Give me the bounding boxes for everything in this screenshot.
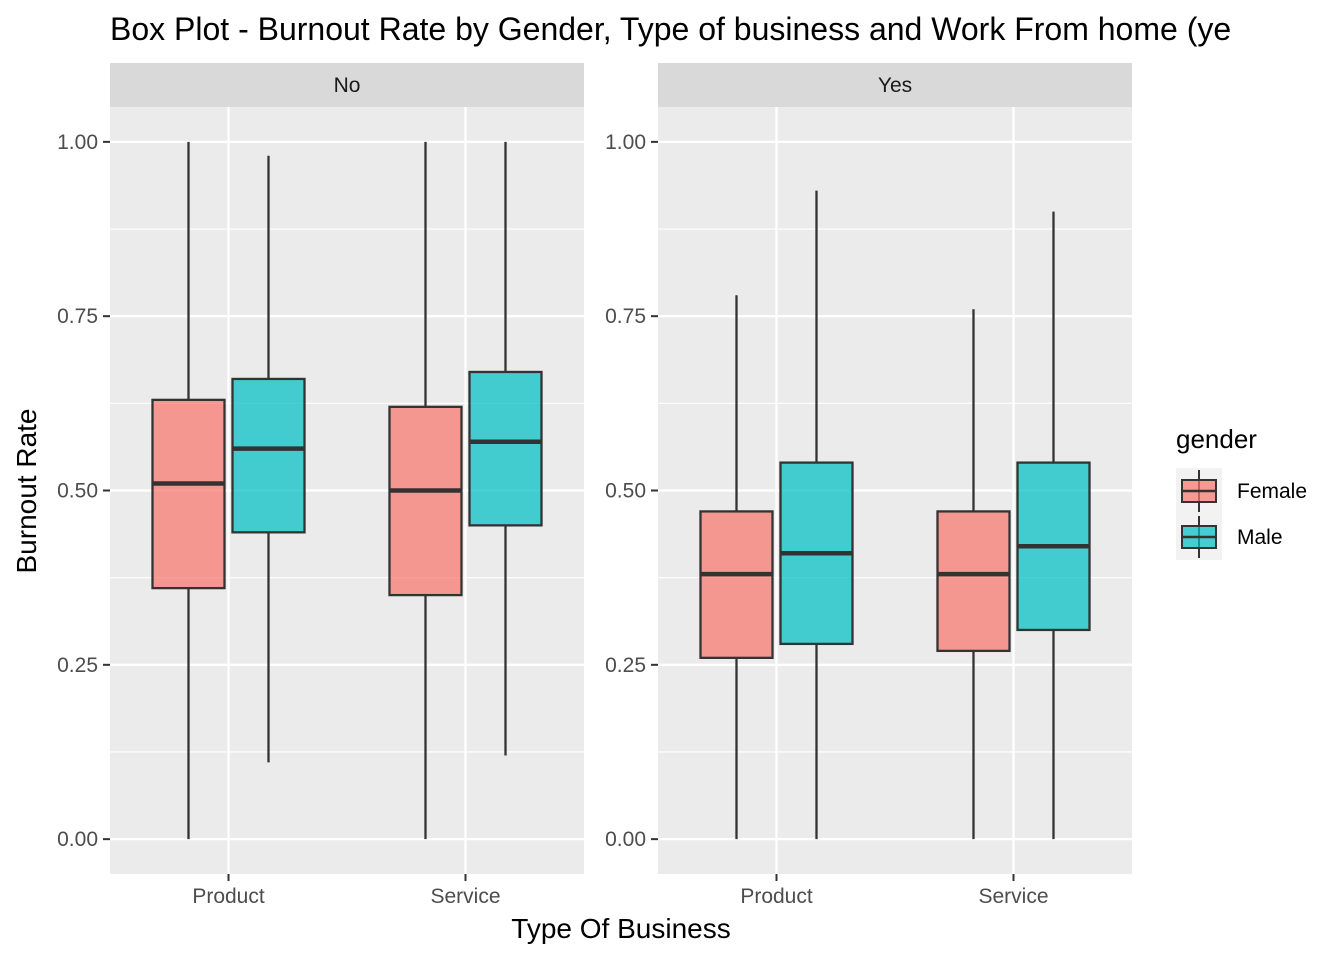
y-tick-label: 1.00 xyxy=(57,131,98,154)
box-product-male xyxy=(231,155,306,763)
box-service-male xyxy=(1016,211,1091,840)
x-tick-label: Product xyxy=(740,885,813,908)
box-service-female xyxy=(388,141,463,840)
y-tick-label: 0.25 xyxy=(605,654,646,677)
legend: gender Female Male xyxy=(1176,424,1307,560)
y-axis-title: Burnout Rate xyxy=(11,409,42,574)
box-service-female xyxy=(936,309,1011,840)
box-product-female xyxy=(699,295,774,840)
y-tick-label: 0.75 xyxy=(605,305,646,328)
y-tick-label: 1.00 xyxy=(605,131,646,154)
box-product-male xyxy=(779,190,854,840)
legend-label: Female xyxy=(1237,480,1307,503)
facet-panel-no: No 0.00 0.25 0.50 0.75 1.00 Product Service xyxy=(57,63,584,908)
box-iqr xyxy=(699,510,774,659)
legend-title: gender xyxy=(1176,424,1257,454)
legend-label: Male xyxy=(1237,526,1283,549)
x-tick-label: Service xyxy=(430,885,500,908)
y-tick-label: 0.00 xyxy=(605,828,646,851)
box-product-female xyxy=(151,141,226,840)
legend-entries: Female Male xyxy=(1176,468,1307,560)
y-tick-label: 0.50 xyxy=(57,480,98,503)
facet-strip-label: No xyxy=(334,74,361,97)
facet-panels: No 0.00 0.25 0.50 0.75 1.00 Product Service Yes 0… xyxy=(57,63,1132,908)
box-iqr xyxy=(388,405,463,597)
legend-item-female: Female xyxy=(1176,468,1307,514)
facet-strip-bg xyxy=(110,63,584,107)
y-tick-label: 0.00 xyxy=(57,828,98,851)
chart-title: Box Plot - Burnout Rate by Gender, Type … xyxy=(110,11,1231,47)
x-tick-label: Service xyxy=(978,885,1048,908)
facet-strip-label: Yes xyxy=(878,74,912,97)
box-service-male xyxy=(468,141,543,756)
x-axis-title: Type Of Business xyxy=(511,913,730,944)
facet-panel-yes: Yes 0.00 0.25 0.50 0.75 1.00 Product Service xyxy=(605,63,1132,908)
box-iqr xyxy=(468,370,543,527)
y-tick-label: 0.25 xyxy=(57,654,98,677)
y-tick-label: 0.75 xyxy=(57,305,98,328)
box-iqr xyxy=(936,510,1011,653)
x-tick-label: Product xyxy=(192,885,265,908)
y-tick-label: 0.50 xyxy=(605,480,646,503)
legend-item-male: Male xyxy=(1176,514,1283,560)
box-iqr xyxy=(231,377,306,534)
facet-strip-bg xyxy=(658,63,1132,107)
box-iqr xyxy=(151,398,226,590)
